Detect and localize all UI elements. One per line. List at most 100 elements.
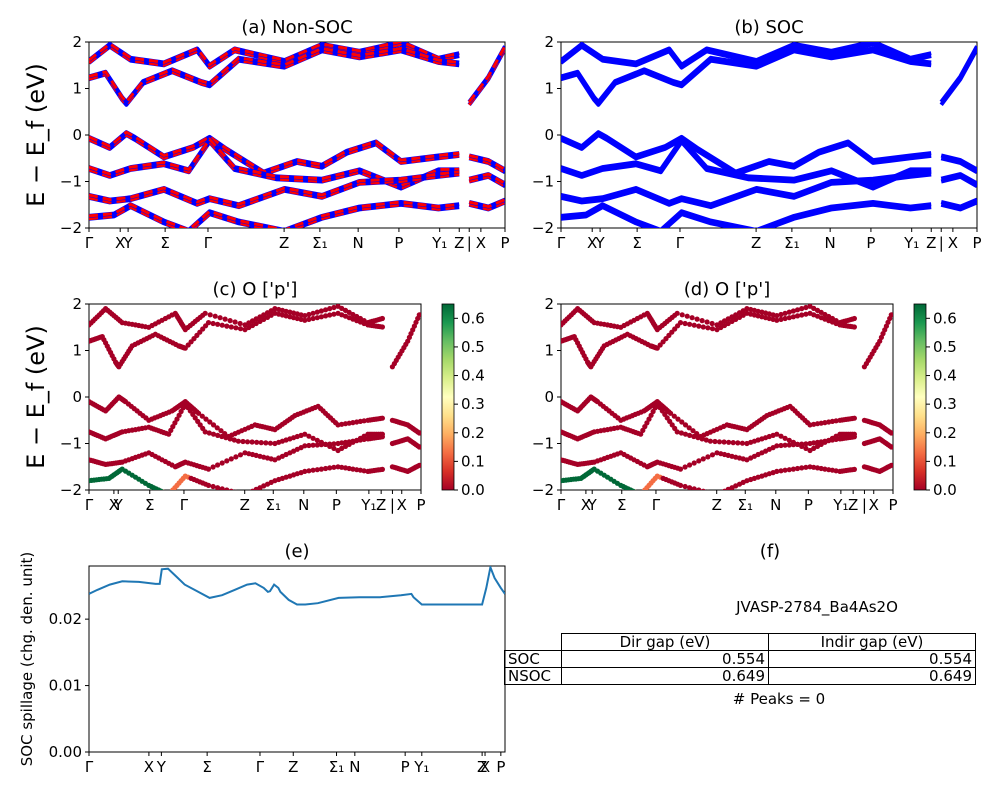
band-line-dashed [89, 42, 460, 70]
band-point [267, 440, 273, 446]
band-point [782, 442, 788, 448]
band-point [803, 445, 809, 451]
y-tick-label: −1 [60, 173, 82, 191]
band-point [331, 464, 337, 470]
band-point [689, 315, 695, 321]
band-point [233, 454, 239, 460]
band-line-dashed [89, 42, 460, 67]
band-point [774, 468, 780, 474]
panel-b-title: (b) SOC [734, 17, 803, 38]
band-point [699, 318, 705, 324]
x-tick-label: Γ [676, 234, 685, 252]
x-tick-label: | [467, 234, 472, 252]
band-point [223, 435, 229, 441]
x-tick-label: P [401, 758, 410, 776]
panel-c-ylabel: E − E_f (eV) [22, 325, 50, 469]
x-tick-label: X [480, 758, 490, 776]
band-point [677, 320, 684, 326]
band-point [803, 464, 809, 470]
band-line [561, 140, 932, 191]
colorbar-tick-label: 0.2 [461, 424, 485, 442]
x-tick-label: Y₁ [360, 496, 376, 514]
band-point [794, 313, 801, 319]
band-point [202, 429, 208, 435]
y-tick-label: 0 [72, 126, 82, 144]
colorbar-tick-label: 0.5 [461, 338, 485, 356]
colorbar-tick-label: 0.6 [933, 309, 957, 327]
band-point [214, 425, 220, 431]
panel-c-frame [88, 303, 422, 491]
band-point [833, 436, 839, 442]
band-point [327, 465, 333, 471]
band-point [636, 491, 641, 496]
band-point [314, 467, 320, 473]
band-point [166, 492, 171, 497]
x-tick-label: Σ₁ [784, 234, 800, 252]
colorbar-tick-label: 0.0 [933, 481, 957, 499]
band-point [180, 405, 186, 411]
band-point [212, 313, 218, 319]
x-tick-label: Y [587, 496, 598, 514]
band-point [310, 315, 316, 322]
band-line [940, 197, 977, 209]
band-point [318, 314, 324, 320]
band-point [237, 452, 244, 458]
panel-a-title: (a) Non-SOC [241, 17, 352, 38]
band-point [379, 315, 385, 322]
band-point [690, 428, 696, 434]
x-tick-label: Z [926, 234, 936, 252]
y-tick-label: 1 [544, 80, 554, 98]
band-point [235, 438, 241, 444]
band-point [682, 422, 689, 428]
colorbar-tick-label: 0.2 [933, 424, 957, 442]
band-point [739, 440, 746, 446]
colorbar-tick-label: 0.0 [461, 481, 485, 499]
band-line [561, 200, 932, 228]
y-tick-label: −2 [60, 219, 82, 237]
band-line-dashed [89, 140, 460, 190]
x-tick-label: Σ [145, 496, 154, 514]
x-tick-label: Σ [202, 758, 211, 776]
x-tick-label: N [825, 234, 836, 252]
band-point [733, 312, 739, 318]
band-point [228, 456, 234, 462]
band-point [306, 468, 312, 474]
band-point [215, 462, 221, 468]
band-point [323, 465, 329, 472]
band-line-dashed [89, 137, 460, 188]
colorbar [913, 303, 927, 491]
band-point [682, 320, 688, 327]
y-tick-label: 1 [72, 80, 82, 98]
panel-a-ylabel: E − E_f (eV) [22, 63, 50, 207]
band-point [314, 309, 320, 315]
colorbar-tick-label: 0.5 [933, 338, 957, 356]
band-point [694, 316, 700, 322]
x-tick-label: P [804, 496, 813, 514]
x-tick-label: | [390, 496, 395, 514]
band-point [207, 419, 213, 425]
band-point [803, 441, 809, 447]
band-point [799, 441, 805, 447]
band-point [786, 437, 792, 443]
band-line [940, 174, 977, 188]
band-point [310, 310, 316, 316]
band-point [638, 431, 644, 437]
band-point [782, 310, 788, 316]
x-tick-label: Γ [180, 496, 189, 514]
band-point [774, 431, 780, 437]
band-point [679, 419, 685, 425]
x-tick-label: X [581, 496, 591, 514]
band-point [646, 416, 652, 422]
band-line-dashed [89, 173, 460, 209]
band-line-dashed [89, 170, 460, 206]
band-point [712, 438, 718, 445]
band-point [327, 312, 333, 318]
band-point [786, 442, 792, 448]
panel-d-frame [560, 303, 894, 491]
x-tick-label: N [349, 758, 360, 776]
band-point [244, 439, 251, 445]
x-tick-label: Z [240, 496, 250, 514]
band-point [210, 431, 217, 437]
